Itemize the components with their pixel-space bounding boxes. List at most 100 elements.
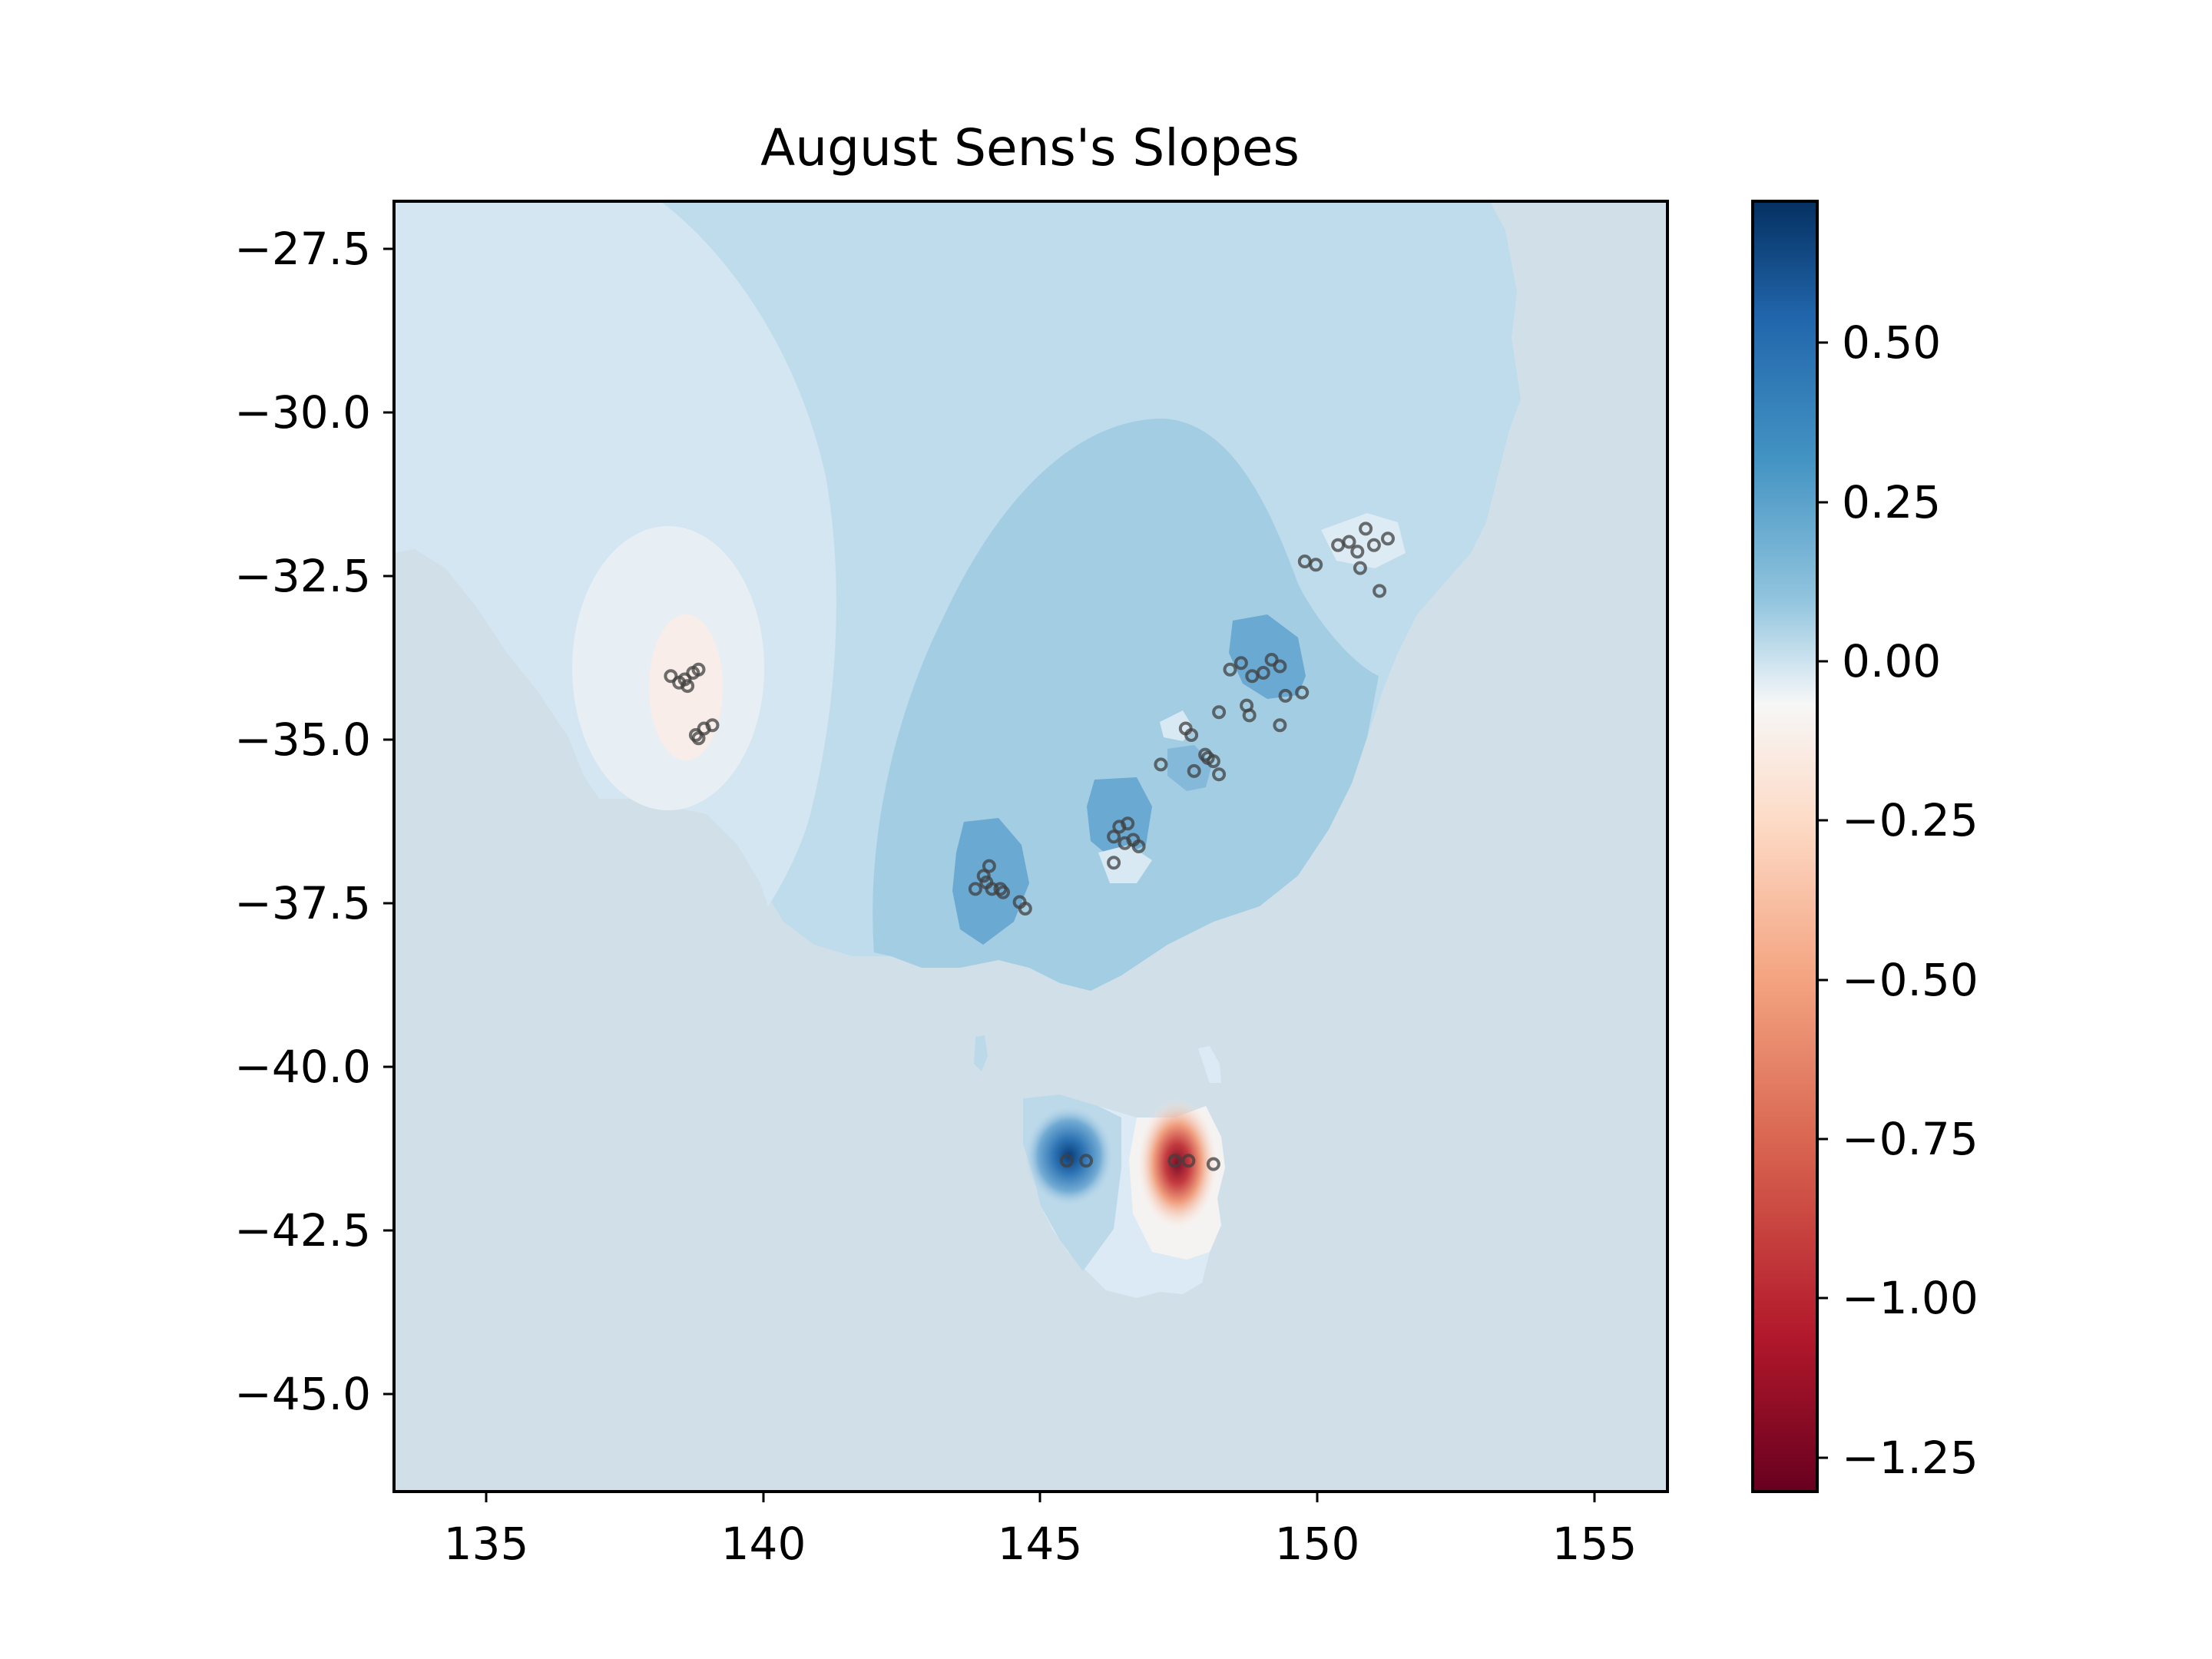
vic-east-high-contour: [1087, 777, 1152, 860]
station-point: [1121, 816, 1135, 831]
station-point: [1059, 1154, 1074, 1168]
colorbar-tick-label: −0.50: [1842, 954, 1979, 1006]
colorbar: 0.50 0.25 0.00 −0.25 −0.50 −0.75 −1.00 −…: [1751, 200, 1979, 1493]
station-point: [691, 662, 706, 677]
y-tick-label: −35.0: [234, 714, 371, 766]
sa-slight-negative-contour: [649, 614, 723, 760]
hunter-low-contour: [1321, 513, 1406, 568]
station-point: [1131, 839, 1146, 853]
station-point: [1381, 531, 1395, 546]
station-point: [1018, 902, 1032, 916]
colorbar-tick-label: −0.25: [1842, 794, 1979, 846]
x-tick: 135: [444, 1492, 529, 1570]
station-point: [705, 718, 720, 733]
station-point: [1181, 1154, 1196, 1168]
x-tick-label: 155: [1552, 1518, 1637, 1570]
bass-strait-island: [974, 1035, 988, 1071]
y-tick-label: −45.0: [234, 1368, 371, 1420]
station-point: [979, 875, 994, 889]
station-point: [1118, 836, 1132, 850]
x-tick-label: 140: [721, 1518, 806, 1570]
y-tick: −40.0: [234, 1041, 394, 1093]
station-point: [976, 869, 991, 883]
station-point: [1256, 666, 1270, 680]
y-tick: −35.0: [234, 714, 394, 766]
colorbar-tick: 0.25: [1817, 476, 1941, 528]
colorbar-tick: −0.50: [1817, 954, 1979, 1006]
station-point: [1273, 718, 1287, 733]
y-tick-label: −32.5: [234, 550, 371, 602]
x-tick: 155: [1552, 1492, 1637, 1570]
station-point: [691, 731, 706, 746]
x-tick: 150: [1275, 1492, 1360, 1570]
chart-title: August Sens's Slopes: [760, 118, 1300, 177]
x-tick-label: 135: [444, 1518, 529, 1570]
station-point: [1198, 747, 1213, 762]
station-point: [1350, 545, 1365, 559]
x-tick: 145: [998, 1492, 1083, 1570]
colorbar-tick-label: 0.50: [1842, 316, 1941, 369]
station-point: [1366, 538, 1381, 552]
colorbar-tick-label: −1.00: [1842, 1272, 1979, 1324]
station-point: [1107, 856, 1121, 870]
station-point: [1342, 535, 1356, 549]
station-point: [1212, 705, 1227, 720]
colorbar-tick: −0.25: [1817, 794, 1979, 846]
colorbar-tick-label: −1.25: [1842, 1432, 1979, 1484]
x-axis: 135 140 145 150 155: [444, 1492, 1637, 1570]
x-tick-label: 145: [998, 1518, 1083, 1570]
station-point: [1278, 688, 1293, 703]
station-point: [664, 669, 678, 684]
plot-frame: [392, 200, 1669, 1493]
station-point: [1359, 522, 1373, 536]
station-point: [968, 882, 982, 896]
station-point: [1373, 584, 1387, 598]
station-point: [1107, 830, 1121, 844]
colorbar-tick: −1.25: [1817, 1432, 1979, 1484]
station-point: [1264, 653, 1279, 667]
colorbar-tick: −1.00: [1817, 1272, 1979, 1324]
station-point: [680, 679, 695, 694]
y-tick: −37.5: [234, 877, 394, 929]
y-tick-label: −42.5: [234, 1204, 371, 1257]
station-point: [996, 885, 1010, 899]
y-tick: −32.5: [234, 550, 394, 602]
stations: [664, 522, 1395, 1171]
station-point: [1154, 757, 1168, 772]
station-point: [1167, 1154, 1182, 1168]
y-tick-label: −40.0: [234, 1041, 371, 1093]
colorbar-tick: 0.00: [1817, 635, 1941, 687]
colorbar-tick: 0.50: [1817, 316, 1941, 369]
x-tick: 140: [721, 1492, 806, 1570]
station-point: [1233, 656, 1248, 671]
y-tick: −42.5: [234, 1204, 394, 1257]
station-point: [677, 672, 692, 687]
y-tick: −30.0: [234, 386, 394, 439]
station-point: [1273, 659, 1287, 674]
station-point: [1309, 558, 1323, 572]
y-tick-label: −27.5: [234, 223, 371, 275]
y-tick: −45.0: [234, 1368, 394, 1420]
x-tick-label: 150: [1275, 1518, 1360, 1570]
station-point: [1206, 754, 1220, 769]
station-point: [1206, 1157, 1220, 1171]
station-point: [1187, 763, 1201, 778]
colorbar-tick-label: 0.25: [1842, 476, 1941, 528]
vic-low-contour: [1098, 845, 1152, 883]
station-point: [1353, 561, 1367, 575]
colorbar-tick-label: 0.00: [1842, 635, 1941, 687]
plot-area: [394, 201, 1667, 1492]
station-point: [1212, 767, 1227, 782]
station-point: [1079, 1154, 1094, 1168]
station-point: [1242, 708, 1257, 723]
y-tick-label: −37.5: [234, 877, 371, 929]
station-point: [982, 859, 996, 873]
y-tick: −27.5: [234, 223, 394, 275]
station-point: [1295, 685, 1310, 700]
colorbar-tick: −0.75: [1817, 1113, 1979, 1165]
colorbar-tick-label: −0.75: [1842, 1113, 1979, 1165]
y-axis: −27.5 −30.0 −32.5 −35.0 −37.5 −40.0 −42.…: [234, 223, 394, 1420]
flinders-island: [1198, 1046, 1221, 1083]
station-point: [1223, 662, 1237, 677]
